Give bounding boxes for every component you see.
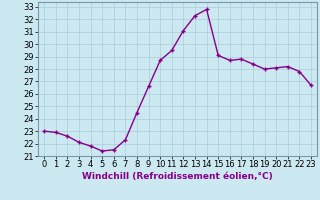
- X-axis label: Windchill (Refroidissement éolien,°C): Windchill (Refroidissement éolien,°C): [82, 172, 273, 181]
